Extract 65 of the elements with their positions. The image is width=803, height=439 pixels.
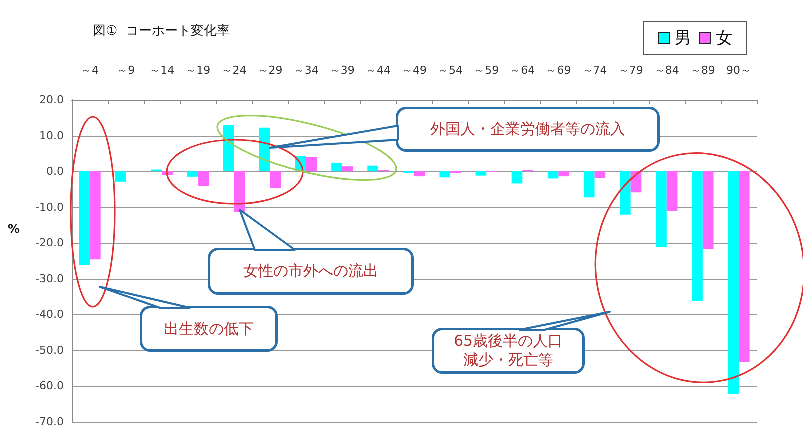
bar — [223, 125, 234, 172]
x-tick-label: ～44 — [366, 64, 391, 77]
legend-label: 男 — [674, 28, 692, 48]
y-tick-label: -40.0 — [36, 308, 64, 322]
y-tick-label: -70.0 — [36, 416, 64, 428]
y-tick-label: -20.0 — [36, 236, 64, 250]
bar — [440, 172, 451, 178]
x-tick-label: ～39 — [330, 64, 355, 77]
x-tick-label: ～49 — [402, 64, 427, 77]
bar — [234, 172, 246, 212]
x-tick-label: ～19 — [186, 64, 211, 77]
y-tick-label: -60.0 — [36, 380, 64, 393]
y-tick-label: 10.0 — [40, 129, 64, 142]
bar — [368, 166, 378, 172]
bar — [548, 172, 559, 179]
x-tick-label: ～34 — [294, 64, 319, 77]
bar — [414, 172, 426, 177]
bar — [476, 172, 487, 176]
x-tick-label: ～59 — [474, 64, 500, 77]
bar — [332, 162, 342, 172]
bar — [656, 172, 667, 248]
y-tick-label: 20.0 — [40, 94, 64, 106]
bar — [270, 172, 282, 188]
bar — [90, 172, 101, 260]
y-axis-title: % — [8, 222, 20, 236]
x-tick-label: ～29 — [258, 64, 283, 77]
y-tick-label: -30.0 — [36, 272, 64, 286]
y-tick-label: 0.0 — [46, 165, 64, 178]
annotation: 外国人・企業労働者等の流入 — [430, 120, 626, 139]
bar — [584, 172, 595, 198]
chart-title: 図① コーホート変化率 — [93, 23, 230, 39]
x-tick-label: ～54 — [438, 64, 464, 77]
x-tick-label: ～89 — [690, 64, 716, 77]
bar — [512, 172, 523, 184]
annotation: 65歳後半の人口減少・死亡等 — [452, 332, 564, 370]
bar — [702, 172, 714, 250]
bar — [728, 172, 739, 394]
x-tick-label: ～9 — [117, 64, 136, 77]
x-tick-label: ～69 — [546, 64, 572, 77]
legend-label: 女 — [716, 28, 733, 48]
x-tick-label: ～4 — [81, 64, 100, 77]
bar — [594, 172, 606, 178]
x-tick-label: ～84 — [654, 64, 680, 77]
bar — [738, 172, 750, 362]
x-tick-label: ～64 — [510, 64, 536, 77]
bar — [187, 172, 198, 177]
x-tick-label: 90～ — [726, 64, 752, 77]
bar — [666, 172, 678, 212]
x-tick-label: ～79 — [618, 64, 644, 77]
y-tick-label: -50.0 — [36, 344, 64, 357]
y-tick-label: -10.0 — [36, 200, 64, 214]
x-tick-label: ～74 — [582, 64, 608, 77]
bar — [342, 166, 354, 172]
annotation: 女性の市外への流出 — [244, 262, 378, 281]
x-tick-label: ～14 — [150, 64, 175, 77]
annotation: 出生数の低下 — [164, 320, 254, 338]
bar — [558, 172, 570, 177]
bar — [259, 128, 270, 172]
x-tick-label: ～24 — [222, 64, 247, 77]
bar — [79, 172, 90, 266]
bar — [692, 172, 703, 302]
bar — [115, 172, 126, 182]
bar — [198, 172, 209, 186]
bar — [306, 157, 318, 172]
bar — [620, 172, 631, 215]
